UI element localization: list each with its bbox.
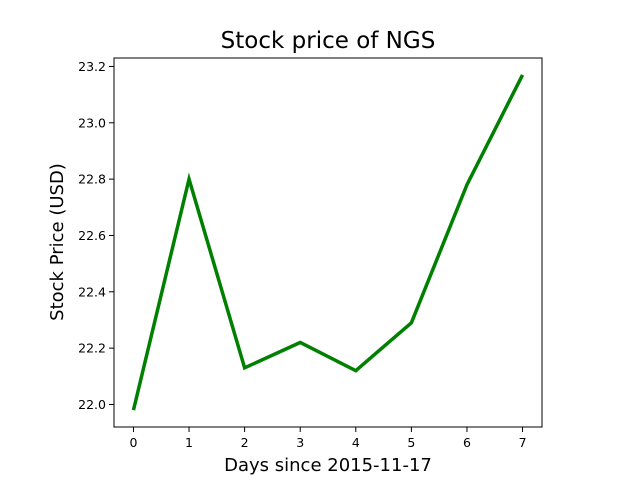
x-tick-label: 6	[463, 435, 471, 450]
y-tick-label: 22.8	[78, 172, 106, 187]
y-tick-label: 22.2	[78, 341, 106, 356]
x-tick-label: 3	[296, 435, 304, 450]
x-axis: 0 1 2 3 4 5 6 7	[129, 427, 527, 450]
x-tick-label: 2	[241, 435, 249, 450]
y-axis: 22.0 22.2 22.4 22.6 22.8 23.0 23.2	[78, 59, 114, 412]
y-tick-label: 23.2	[78, 59, 106, 74]
y-tick-label: 22.4	[78, 284, 106, 299]
x-tick-label: 4	[352, 435, 360, 450]
x-tick-label: 1	[185, 435, 193, 450]
x-tick-label: 7	[519, 435, 527, 450]
series-layer	[131, 74, 525, 411]
series-line	[131, 74, 525, 411]
y-tick-label: 22.0	[78, 397, 106, 412]
y-tick-label: 23.0	[78, 115, 106, 130]
x-axis-label: Days since 2015-11-17	[224, 455, 432, 476]
x-tick-label: 5	[407, 435, 415, 450]
chart-title: Stock price of NGS	[221, 28, 436, 54]
y-tick-label: 22.6	[78, 228, 106, 243]
y-axis-label: Stock Price (USD)	[47, 163, 68, 321]
x-tick-label: 0	[129, 435, 137, 450]
plot-frame	[113, 57, 543, 428]
